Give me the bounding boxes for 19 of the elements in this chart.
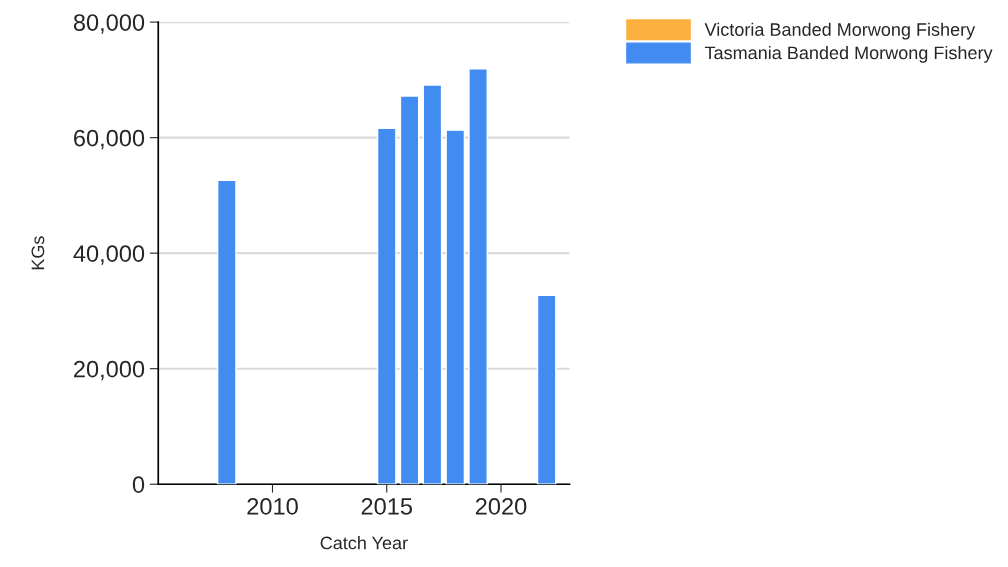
bar: [216, 179, 237, 485]
bar: [536, 294, 557, 485]
bar: [445, 129, 466, 485]
x-tick-label: 2015: [361, 498, 413, 515]
x-axis-title: Catch Year: [320, 536, 408, 550]
x-tick-label: 2010: [247, 498, 298, 515]
y-tick-label: 0: [132, 476, 145, 494]
bar: [399, 95, 420, 485]
bar: [468, 68, 488, 485]
y-axis-title: KGs: [31, 236, 45, 270]
bar: [422, 84, 443, 485]
y-tick-label: 60,000: [74, 129, 145, 150]
y-tick-label: 20,000: [74, 360, 145, 381]
legend-label: Tasmania Banded Morwong Fishery: [704, 45, 993, 63]
y-tick-label: 40,000: [73, 245, 145, 265]
legend-label: Victoria Banded Morwong Fishery: [704, 22, 976, 40]
y-tick-label: 80,000: [73, 14, 145, 34]
bar: [376, 127, 397, 485]
x-tick-label: 2020: [475, 498, 527, 515]
